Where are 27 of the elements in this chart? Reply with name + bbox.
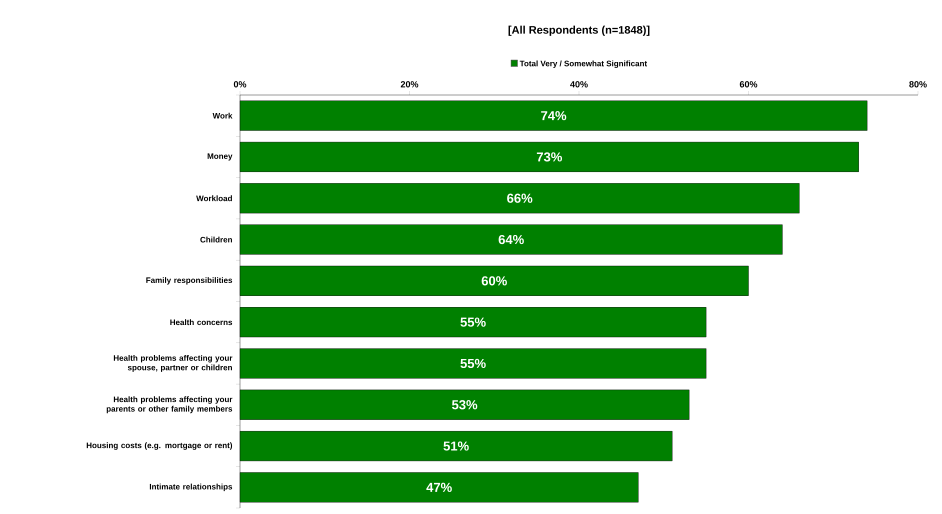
x-tick-label: 80%	[909, 81, 927, 88]
y-tick-label: Family responsibilities	[146, 277, 232, 285]
y-tick-label: Intimate relationships	[150, 484, 232, 492]
y-tick-label: Health problems affecting your parents or other family members	[106, 396, 232, 414]
data-label: 53%	[452, 400, 478, 410]
y-tick-label: Housing costs (e.g. mortgage or rent)	[86, 442, 232, 450]
x-tick-label: 0%	[234, 81, 246, 88]
y-tick-label: Workload	[196, 195, 232, 202]
x-tick-label: 40%	[570, 81, 588, 88]
x-tick-label: 20%	[400, 81, 418, 88]
y-tick-label: Health concerns	[170, 319, 232, 326]
x-tick-label: 60%	[740, 81, 758, 88]
y-tick-label: Health problems affecting your spouse, partner or children	[114, 354, 232, 372]
y-tick-label: Money	[208, 153, 232, 161]
data-label: 64%	[498, 234, 524, 244]
data-label: 73%	[536, 152, 562, 162]
chart-title: [All Respondents (n=1848)]	[508, 26, 650, 36]
data-label: 74%	[541, 111, 566, 120]
data-label: 51%	[444, 441, 469, 451]
y-tick-label: Work	[212, 112, 232, 119]
data-label: 60%	[482, 276, 507, 286]
data-label: 47%	[426, 482, 452, 492]
data-label: 55%	[460, 318, 486, 327]
y-tick-label: Children	[200, 236, 232, 242]
data-label: 55%	[460, 358, 486, 368]
data-label: 66%	[507, 194, 532, 203]
legend-label: Total Very / Somewhat Significant	[520, 60, 648, 68]
